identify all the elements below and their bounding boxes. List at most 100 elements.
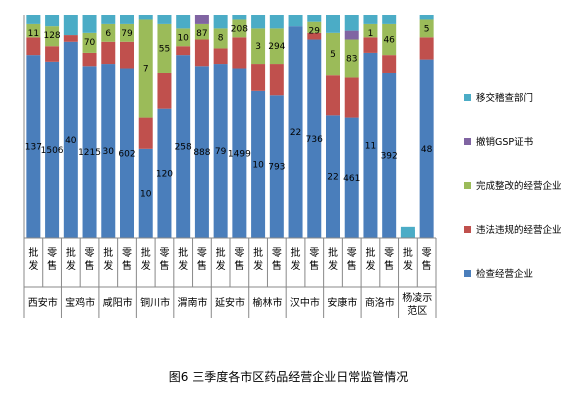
data-label: 294 [268, 42, 285, 52]
bar-segment [307, 21, 322, 33]
bar-segment [363, 15, 378, 24]
bar-segment [326, 15, 340, 33]
bar-segment [63, 35, 78, 42]
x-tick-label: 发 [328, 259, 338, 272]
bar-segment [157, 108, 172, 238]
bar-segment [120, 15, 134, 24]
x-tick-label: 售 [159, 259, 169, 272]
data-label: 79 [215, 147, 227, 157]
x-tick-label: 批 [328, 246, 338, 259]
x-tick-label: 零 [122, 247, 132, 259]
x-tick-label: 零 [347, 247, 357, 259]
bar-segment [120, 23, 134, 42]
group-label: 范区 [407, 304, 427, 317]
bar-segment [45, 26, 60, 47]
x-tick-label: 零 [159, 247, 169, 259]
data-label: 10 [177, 33, 189, 43]
x-tick-label: 售 [422, 259, 432, 272]
data-label: 55 [159, 44, 170, 54]
legend-label: 撤销GSP证书 [476, 136, 534, 148]
group-label: 汉中市 [290, 296, 320, 309]
x-tick-label: 零 [422, 247, 432, 259]
x-tick-label: 零 [234, 247, 244, 259]
bar-segment [45, 46, 60, 62]
bar-segment [194, 66, 209, 238]
data-label: 3 [255, 42, 261, 52]
x-axis: 批发零售批发零售批发零售批发零售批发零售批发零售批发零售批发零售批发零售批发零售… [23, 15, 437, 318]
x-tick-label: 发 [28, 259, 38, 272]
bar-segment [363, 52, 378, 238]
data-label: 10 [140, 189, 152, 199]
x-tick-label: 批 [66, 246, 76, 259]
bar-segment [363, 37, 378, 53]
bar-segment [101, 15, 116, 24]
bar-segment [101, 64, 116, 238]
x-tick-label: 发 [365, 259, 375, 272]
legend-swatch [464, 182, 471, 189]
data-label: 8 [218, 33, 224, 43]
data-label: 5 [424, 24, 430, 34]
x-tick-label: 批 [141, 246, 151, 259]
bar-segment [82, 52, 97, 67]
data-label: 11 [365, 141, 376, 151]
data-label: 30 [103, 147, 115, 157]
x-tick-label: 售 [347, 259, 357, 272]
x-tick-label: 售 [272, 259, 282, 272]
x-tick-label: 零 [272, 247, 282, 259]
data-label: 5 [330, 50, 336, 60]
bar-segment [138, 19, 153, 118]
x-tick-label: 零 [384, 247, 394, 259]
bar-segment [82, 32, 97, 53]
x-tick-label: 售 [234, 259, 244, 272]
group-label: 宝鸡市 [65, 296, 95, 309]
data-label: 6 [105, 29, 111, 39]
data-label: 793 [268, 163, 285, 173]
bar-segment [232, 37, 247, 69]
x-tick-label: 批 [291, 246, 301, 259]
bar-segment [382, 55, 397, 73]
data-label: 79 [121, 29, 133, 39]
bar-segment [194, 39, 209, 67]
bar-segment [288, 26, 303, 239]
bar-segment [138, 117, 153, 149]
x-tick-label: 批 [403, 246, 413, 259]
group-label: 西安市 [28, 296, 58, 309]
data-label: 392 [381, 151, 398, 161]
data-label: 29 [309, 27, 321, 37]
bar-segment [194, 23, 209, 40]
bar-segment [307, 32, 322, 40]
x-tick-label: 发 [216, 259, 226, 272]
x-tick-label: 批 [365, 246, 375, 259]
bar-segment [120, 68, 134, 239]
bar-segment [382, 15, 397, 24]
x-tick-label: 发 [178, 259, 188, 272]
group-label: 商洛市 [365, 296, 395, 309]
data-label: 7 [143, 65, 149, 75]
x-tick-label: 零 [309, 247, 319, 259]
bar-segment [307, 39, 322, 238]
bar-segment [382, 23, 397, 56]
x-tick-label: 发 [103, 259, 113, 272]
plot-area: 1371115061284012157030660279107120552581… [25, 15, 434, 239]
bar-segment [176, 15, 191, 29]
x-tick-label: 售 [197, 259, 207, 272]
bar-segment [232, 68, 247, 239]
data-label: 11 [28, 29, 39, 39]
x-tick-label: 售 [122, 259, 132, 272]
x-tick-label: 零 [85, 247, 95, 259]
legend-label: 违法违规的经营企业 [476, 224, 562, 236]
bar-segment [176, 46, 191, 56]
bar-segment [26, 37, 41, 56]
group-label: 榆林市 [252, 296, 282, 309]
bar-segment [213, 28, 228, 49]
bar-segment [344, 30, 359, 40]
data-label: 22 [290, 128, 301, 138]
data-label: 461 [343, 174, 360, 184]
data-label: 70 [84, 38, 96, 48]
bar-segment [26, 55, 41, 238]
bar-segment [157, 15, 172, 24]
x-tick-label: 售 [309, 259, 319, 272]
x-tick-label: 批 [103, 246, 113, 259]
data-label: 736 [306, 135, 323, 145]
data-label: 1 [368, 29, 374, 39]
